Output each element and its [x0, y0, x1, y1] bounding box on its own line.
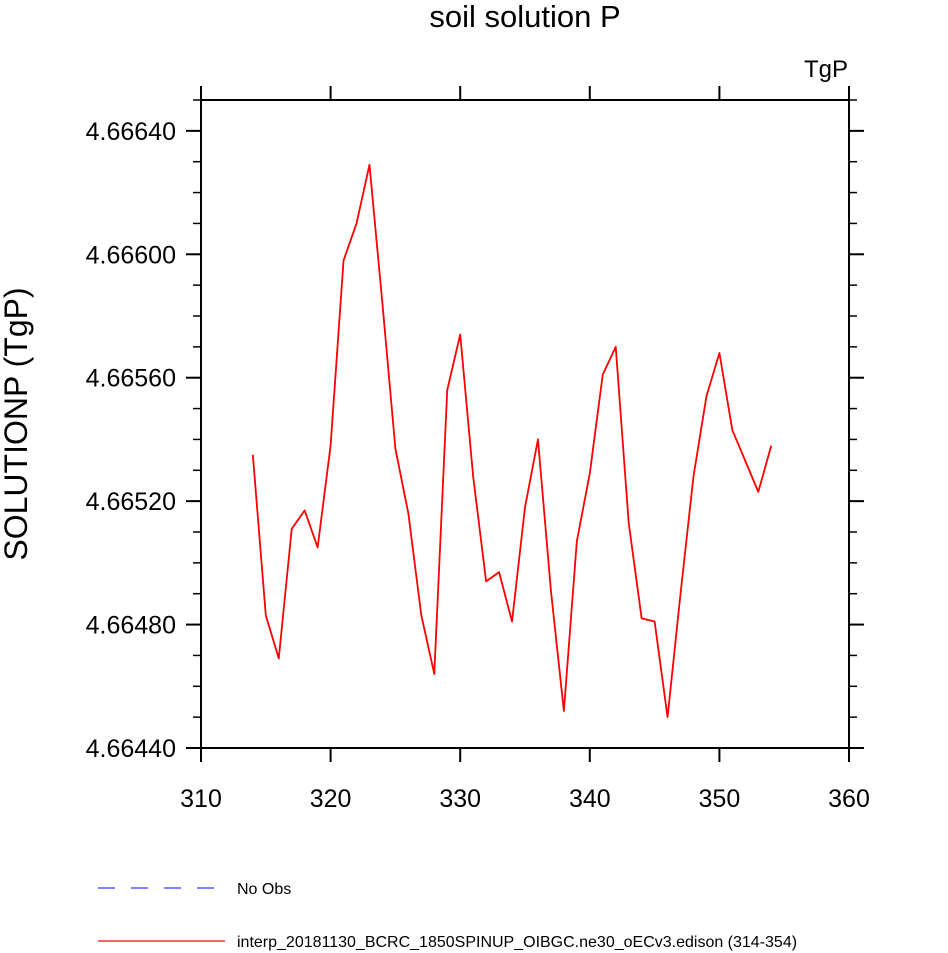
y-tick-label: 4.66480 [86, 612, 176, 640]
series-lines [251, 163, 773, 719]
series-line [251, 163, 773, 719]
y-tick-label: 4.66600 [86, 241, 176, 269]
x-tick-label: 330 [439, 785, 481, 813]
y-axis-ticks: 4.66440 4.66480 4.66520 4.66560 4.66600 4.666… [86, 99, 864, 763]
x-axis-ticks: 310 320 330 340 350 360 [180, 86, 870, 813]
legend-label: No Obs [237, 881, 291, 898]
legend: No Obs interp_20181130_BCRC_1850SPINUP_OI… [98, 881, 797, 951]
plot-frame [200, 99, 850, 749]
y-tick-label: 4.66520 [86, 488, 176, 516]
y-tick-label: 4.66640 [86, 118, 176, 146]
legend-label: interp_20181130_BCRC_1850SPINUP_OIBGC.ne… [237, 934, 797, 951]
y-axis-label: SOLUTIONP (TgP) [0, 287, 34, 560]
y-tick-label: 4.66560 [86, 365, 176, 393]
x-tick-label: 350 [699, 785, 741, 813]
x-tick-label: 360 [828, 785, 870, 813]
y-tick-label: 4.66440 [86, 735, 176, 763]
units-label: TgP [804, 56, 848, 83]
x-tick-label: 340 [569, 785, 611, 813]
x-tick-label: 310 [180, 785, 222, 813]
x-tick-label: 320 [310, 785, 352, 813]
chart-title: soil solution P [429, 0, 620, 34]
